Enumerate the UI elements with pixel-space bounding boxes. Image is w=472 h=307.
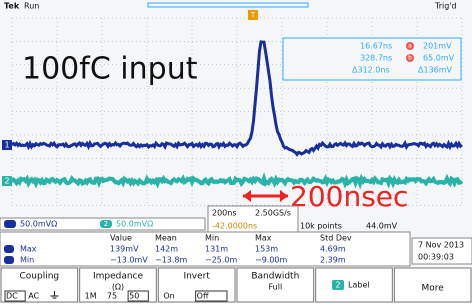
measurement-header: Std Dev — [320, 234, 352, 243]
brand: Tek — [4, 2, 20, 11]
menu-label[interactable]: Invert — [183, 272, 210, 282]
measurement-value: 4.69m — [320, 245, 346, 254]
menu-sub: (Ω) — [112, 283, 124, 292]
run-state: Run — [24, 2, 39, 11]
measurement-label: Max — [20, 245, 37, 254]
annotation-span: 200nsec — [290, 180, 408, 213]
timebase-scale: 200ns — [212, 209, 237, 218]
measurement-value: −9.00m — [255, 256, 288, 265]
cursor-b-marker: b — [408, 55, 412, 62]
trigger-position: -42.0000ns — [212, 222, 257, 231]
page: Tek Run Trig'd T 1 2 100fC input a b 16.… — [0, 0, 472, 303]
ch1-marker: 1 — [4, 141, 9, 150]
measurement-header: Mean — [155, 234, 177, 243]
measurement-value: 153m — [255, 245, 278, 254]
cursor-a-time: 16.67ns — [360, 42, 392, 51]
measurement-header: Min — [205, 234, 219, 243]
menu-option[interactable]: AC — [28, 292, 39, 301]
scope-screen: Tek Run Trig'd T 1 2 100fC input a b 16.… — [0, 0, 472, 303]
measurement-value: 2.39m — [320, 256, 346, 265]
cursor-delta-time: Δ312.0ns — [352, 66, 390, 75]
annotation-title: 100fC input — [22, 52, 198, 87]
menu-label[interactable]: More — [422, 284, 445, 294]
trigger-state: Trig'd — [434, 2, 457, 11]
trigger-level: 44.0mV — [366, 222, 398, 231]
date: 7 Nov 2013 — [418, 241, 464, 250]
cursor-b-level: 65.0mV — [423, 54, 455, 63]
measurement-header: Max — [255, 234, 272, 243]
sample-rate: 2.50GS/s — [255, 209, 291, 218]
ch2-scale: 50.0mVΩ — [116, 220, 153, 229]
cursor-a-marker: a — [408, 43, 412, 50]
time: 00:39:03 — [418, 253, 454, 262]
menu-option[interactable]: On — [163, 292, 174, 301]
ch2-status-label: 2 — [104, 220, 108, 228]
record-length: 10k points — [300, 222, 342, 231]
trigger-marker: T — [250, 11, 256, 19]
measurement-value: −25.0m — [205, 256, 238, 265]
menu-label[interactable]: Coupling — [20, 272, 60, 282]
measurement-label: Min — [20, 256, 34, 265]
menu-option[interactable]: DC — [6, 292, 18, 301]
menu-option[interactable]: 50 — [129, 292, 139, 301]
measurement-value: 142m — [155, 245, 178, 254]
cursor-b-time: 328.7ns — [360, 54, 392, 63]
measurement-icon — [4, 245, 14, 253]
measurement-value: −13.8m — [155, 256, 188, 265]
menu-option[interactable]: 75 — [107, 292, 117, 301]
menu-option[interactable]: 1M — [85, 292, 97, 301]
menu-option[interactable]: Off — [197, 292, 209, 301]
cursor-a-level: 201mV — [423, 42, 452, 51]
ch1-status-icon — [4, 220, 16, 228]
menu-label[interactable]: Impedance — [93, 272, 144, 282]
label-icon-text: 2 — [335, 281, 340, 290]
measurement-value: −13.0mV — [110, 256, 148, 265]
menu-label[interactable]: Label — [348, 281, 370, 290]
measurement-header: Value — [110, 234, 132, 243]
ch1-scale: 50.0mVΩ — [20, 220, 57, 229]
ch2-marker: 2 — [4, 177, 9, 186]
measurement-value: 131m — [205, 245, 228, 254]
measurement-icon — [4, 256, 14, 264]
measurement-value: 139mV — [110, 245, 139, 254]
menu-sub: Full — [268, 283, 282, 292]
menu-label[interactable]: Bandwidth — [251, 272, 299, 282]
cursor-delta-level: Δ136mV — [418, 66, 453, 75]
